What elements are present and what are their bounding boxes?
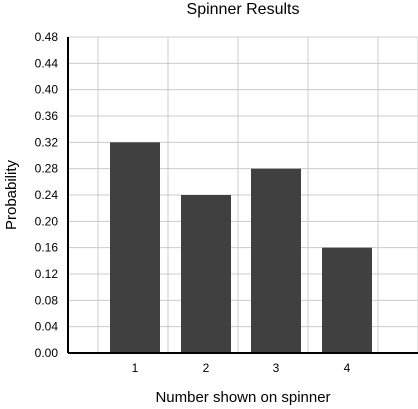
x-tick-labels: 1 2 3 4	[132, 361, 351, 375]
axes	[67, 37, 418, 354]
x-tick-label: 1	[132, 361, 139, 375]
y-axis-label: Probability	[3, 159, 20, 230]
bar	[322, 247, 372, 353]
y-tick-label: 0.36	[35, 109, 59, 123]
x-tick-label: 3	[273, 361, 280, 375]
y-tick-label: 0.28	[35, 162, 59, 176]
chart-title: Spinner Results	[186, 1, 300, 18]
y-tick-labels: 0.00 0.04 0.08 0.12 0.16 0.20 0.24 0.28 0.32 0.36…	[35, 30, 59, 360]
bar	[181, 195, 231, 353]
y-tick-label: 0.08	[35, 293, 59, 307]
y-tick-label: 0.04	[35, 320, 59, 334]
y-tick-label: 0.00	[35, 346, 59, 360]
y-tick-label: 0.48	[35, 30, 59, 44]
x-axis-label: Number shown on spinner	[155, 389, 330, 406]
y-tick-label: 0.24	[35, 188, 59, 202]
y-tick-label: 0.20	[35, 214, 59, 228]
y-tick-label: 0.44	[35, 56, 59, 70]
x-tick-label: 2	[203, 361, 210, 375]
bar	[110, 142, 160, 353]
x-tick-label: 4	[344, 361, 351, 375]
y-tick-label: 0.32	[35, 135, 59, 149]
y-tick-label: 0.12	[35, 267, 59, 281]
y-tick-label: 0.40	[35, 83, 59, 97]
bar	[251, 168, 301, 353]
y-tick-label: 0.16	[35, 241, 59, 255]
bars	[110, 142, 372, 353]
